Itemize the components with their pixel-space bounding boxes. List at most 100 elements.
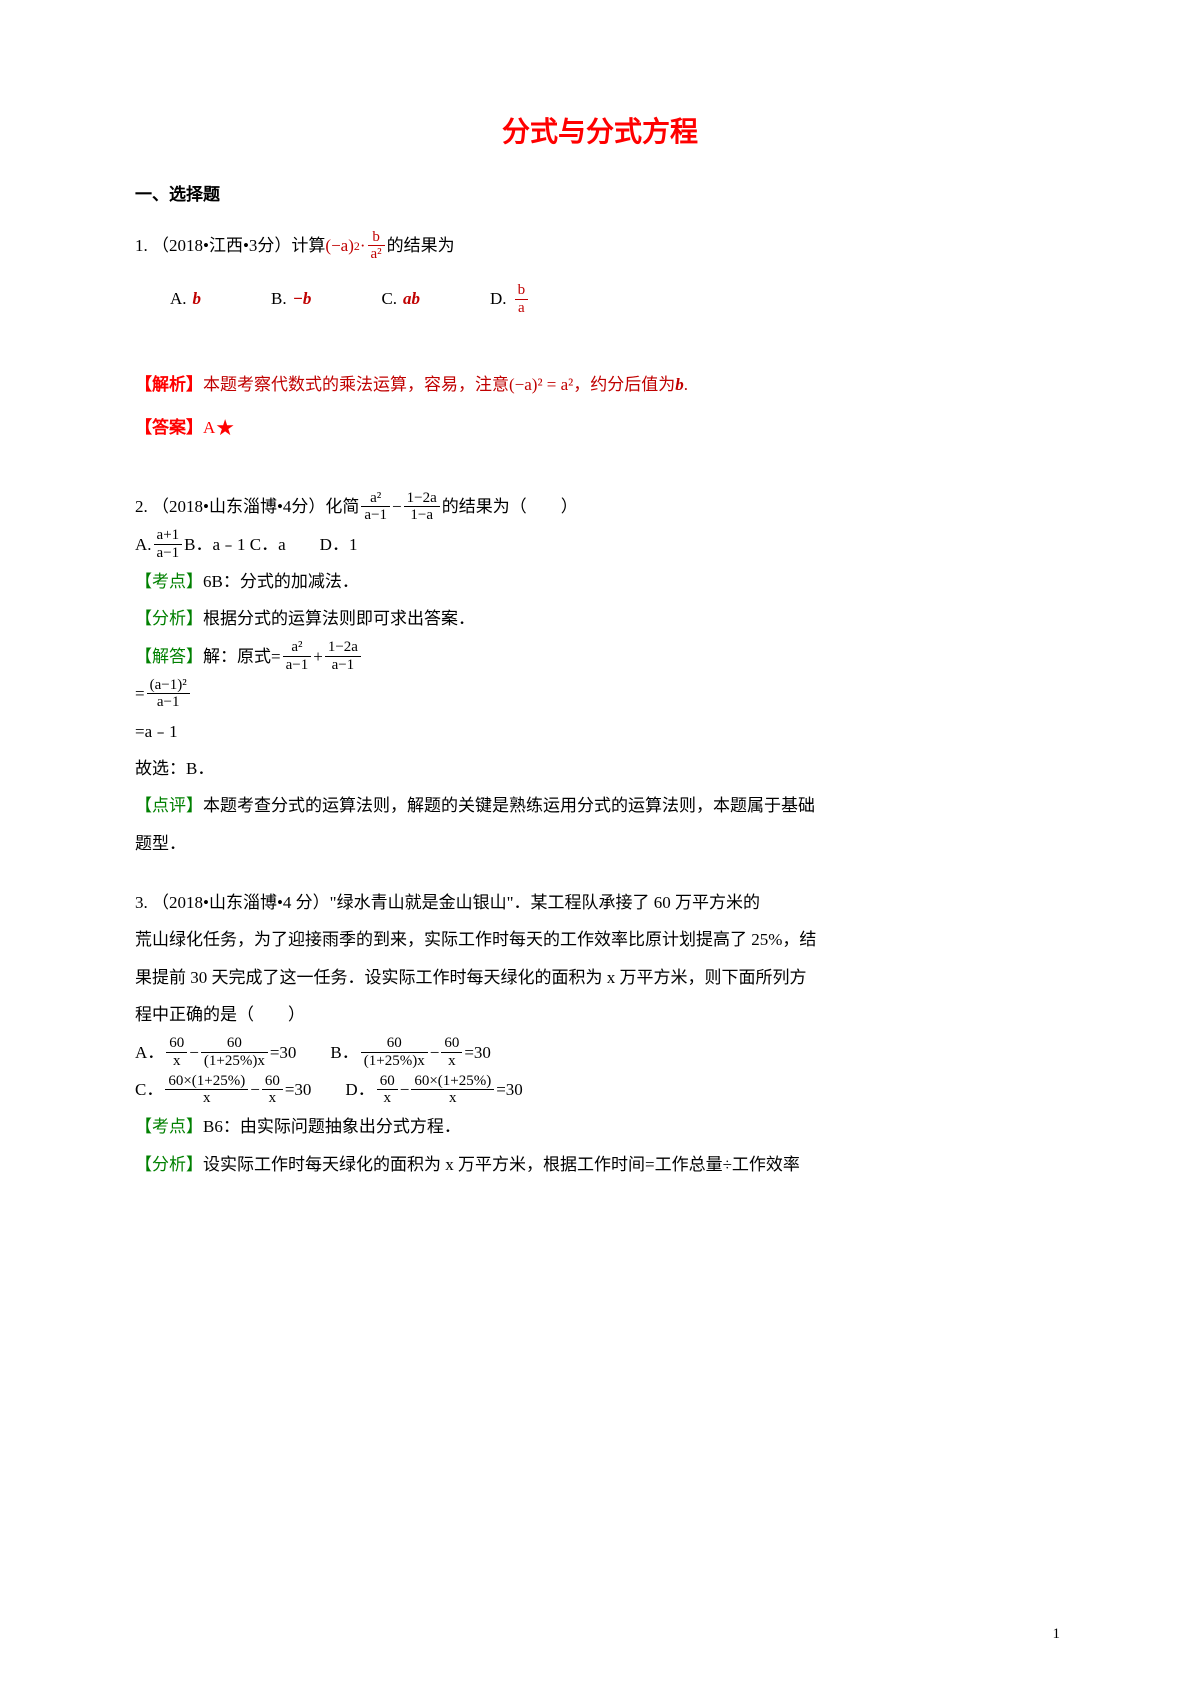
- q2-jieda-1: 【解答】 解：原式= a² a−1 + 1−2a a−1: [135, 638, 1065, 675]
- analysis-text2: ，约分后值为: [573, 366, 675, 403]
- analysis-val: b: [675, 375, 684, 394]
- q3-D-f2-num: 60×(1+25%): [411, 1073, 494, 1091]
- q2-dianping-2: 题型．: [135, 825, 1065, 862]
- q1-analysis: 【解析】 本题考察代数式的乘法运算，容易，注意 (−a)² = a² ，约分后值…: [135, 366, 1065, 403]
- q1-answer: 【答案】 A ★: [135, 404, 1065, 452]
- q1-frac: b a²: [368, 229, 385, 263]
- q2-f2-den: 1−a: [404, 507, 440, 524]
- q3-C-f1-num: 60×(1+25%): [165, 1073, 248, 1091]
- answer-label: 【答案】: [135, 409, 203, 446]
- kd-label: 【考点】: [135, 572, 203, 591]
- answer-star: ★: [215, 404, 235, 452]
- q3-C-eq: =30: [285, 1071, 312, 1108]
- q2-suffix: 的结果为（ ）: [442, 488, 578, 525]
- q3-A-f1-den: x: [166, 1053, 187, 1070]
- optD-frac: b a: [515, 282, 529, 316]
- q2-f2-num: 1−2a: [404, 490, 440, 508]
- q3-A-f1-num: 60: [166, 1035, 187, 1053]
- q2-f1-den: a−1: [361, 507, 390, 524]
- q3-B-label: B．: [296, 1034, 358, 1071]
- q2-f1: a² a−1: [361, 490, 390, 524]
- q3-D-eq: =30: [496, 1071, 523, 1108]
- jd-f1-den: a−1: [283, 657, 312, 674]
- q3-A-f2-den: (1+25%)x: [201, 1053, 268, 1070]
- dp-text1: 本题考查分式的运算法则，解题的关键是熟练运用分式的运算法则，本题属于基础: [203, 796, 815, 815]
- q3-C-f2-num: 60: [262, 1073, 283, 1091]
- q3-D-f1: 60 x: [377, 1073, 398, 1107]
- q1-suffix: 的结果为: [387, 227, 455, 264]
- q3-B-f2-den: x: [441, 1053, 462, 1070]
- s2-den: a−1: [147, 694, 190, 711]
- q2-f2: 1−2a 1−a: [404, 490, 440, 524]
- q2-optA-num: a+1: [154, 527, 183, 545]
- q2-stem: 2. （2018•山东淄博•4分）化简 a² a−1 − 1−2a 1−a 的结…: [135, 488, 1065, 525]
- q3-optAB: A． 60 x − 60 (1+25%)x =30 B． 60 (1+25%)x…: [135, 1034, 1065, 1071]
- fx-label: 【分析】: [135, 609, 203, 628]
- optD-label: D.: [490, 289, 507, 309]
- jd-f1-num: a²: [283, 639, 312, 657]
- q2-options: A. a+1 a−1 B．a﹣1 C．a D．1: [135, 526, 1065, 563]
- q3-B-f2-num: 60: [441, 1035, 462, 1053]
- q2-f1-num: a²: [361, 490, 390, 508]
- q3-kd-text: B6：由实际问题抽象出分式方程．: [203, 1117, 461, 1136]
- optD-den: a: [515, 300, 529, 317]
- q2-jieda-3: =a﹣1: [135, 713, 1065, 750]
- s2-frac: (a−1)² a−1: [147, 677, 190, 711]
- q3-D-f2: 60×(1+25%) x: [411, 1073, 494, 1107]
- jd-plus: +: [313, 638, 323, 675]
- jd-prefix: 解：原式=: [203, 638, 281, 675]
- q3-fx-label: 【分析】: [135, 1155, 203, 1174]
- q3-B-f1: 60 (1+25%)x: [361, 1035, 428, 1069]
- q1-stem: 1. （2018•江西•3分）计算 (−a)2 · b a² 的结果为: [135, 227, 1065, 264]
- q1-optB: B. −b: [271, 289, 311, 309]
- q3-D-f1-num: 60: [377, 1073, 398, 1091]
- q3-B-minus: −: [430, 1034, 440, 1071]
- optD-num: b: [515, 282, 529, 300]
- q3-D-f1-den: x: [377, 1090, 398, 1107]
- jd-f2-den: a−1: [325, 657, 361, 674]
- q3-C-f1-den: x: [165, 1090, 248, 1107]
- q3-fenxi: 【分析】设实际工作时每天绿化的面积为 x 万平方米，根据工作时间=工作总量÷工作…: [135, 1146, 1065, 1183]
- q3-l2: 荒山绿化任务，为了迎接雨季的到来，实际工作时每天的工作效率比原计划提高了 25%…: [135, 921, 1065, 958]
- q3-l1: 3. （2018•山东淄博•4 分）"绿水青山就是金山银山"．某工程队承接了 6…: [135, 884, 1065, 921]
- s2-eq: =: [135, 675, 145, 712]
- q2-dianping-1: 【点评】本题考查分式的运算法则，解题的关键是熟练运用分式的运算法则，本题属于基础: [135, 787, 1065, 824]
- q3-A-f1: 60 x: [166, 1035, 187, 1069]
- q3-D-label: D．: [311, 1071, 374, 1108]
- q2-optA-frac: a+1 a−1: [154, 527, 183, 561]
- q3-C-f2: 60 x: [262, 1073, 283, 1107]
- page-number: 1: [1053, 1626, 1061, 1643]
- jd-f2-num: 1−2a: [325, 639, 361, 657]
- q3-B-f1-num: 60: [361, 1035, 428, 1053]
- q1-expr-base: (−a): [325, 227, 353, 264]
- optA-val: b: [193, 289, 202, 308]
- s2-num: (a−1)²: [147, 677, 190, 695]
- q1-options: A. b B. −b C. ab D. b a: [170, 282, 1065, 316]
- analysis-label: 【解析】: [135, 366, 203, 403]
- q3-A-label: A．: [135, 1034, 164, 1071]
- q2-kaodian: 【考点】6B：分式的加减法．: [135, 563, 1065, 600]
- q1-optC: C. ab: [381, 289, 420, 309]
- kd-text: 6B：分式的加减法．: [203, 572, 359, 591]
- q3-B-eq: =30: [464, 1034, 491, 1071]
- q1-dot: ·: [360, 227, 366, 264]
- q3-A-f2: 60 (1+25%)x: [201, 1035, 268, 1069]
- q3-B-f2: 60 x: [441, 1035, 462, 1069]
- q2-optA-den: a−1: [154, 545, 183, 562]
- q3-C-minus: −: [250, 1071, 260, 1108]
- q2-prefix: 2. （2018•山东淄博•4分）化简: [135, 488, 359, 525]
- q3-C-f1: 60×(1+25%) x: [165, 1073, 248, 1107]
- q1-optA: A. b: [170, 289, 201, 309]
- q1-frac-den: a²: [368, 246, 385, 263]
- section-heading: 一、选择题: [135, 180, 1065, 205]
- analysis-eq: (−a)² = a²: [509, 366, 573, 403]
- page-title: 分式与分式方程: [135, 110, 1065, 150]
- q3-A-minus: −: [189, 1034, 199, 1071]
- q2-jieda-2: = (a−1)² a−1: [135, 675, 1065, 712]
- answer-text: A: [203, 409, 215, 446]
- analysis-end: .: [684, 366, 688, 403]
- q3-kaodian: 【考点】B6：由实际问题抽象出分式方程．: [135, 1108, 1065, 1145]
- jd-f1: a² a−1: [283, 639, 312, 673]
- optB-val: −b: [293, 289, 312, 308]
- q3-D-f2-den: x: [411, 1090, 494, 1107]
